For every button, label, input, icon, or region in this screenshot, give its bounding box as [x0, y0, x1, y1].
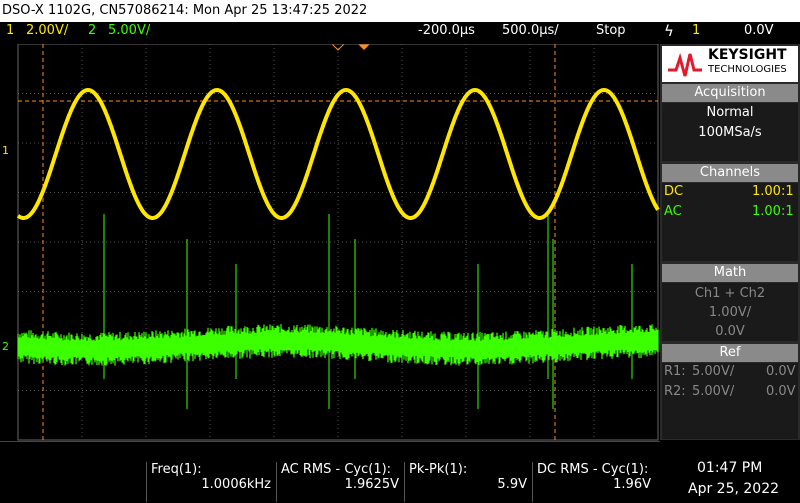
ref-offset: 0.0V: [766, 364, 796, 379]
ch1-num[interactable]: 1: [6, 23, 15, 38]
meas-cell[interactable]: DC RMS - Cyc(1): 1.96V: [532, 462, 655, 502]
math-scale: 1.00V/: [708, 305, 752, 320]
meas-value: 1.96V: [613, 477, 651, 492]
meas-label: DC RMS - Cyc(1):: [537, 462, 649, 477]
ch-probe: 1.00:1: [752, 204, 794, 219]
meas-value: 5.9V: [497, 477, 527, 492]
clock-date: Apr 25, 2022: [688, 481, 780, 497]
graticule: 12: [0, 44, 660, 442]
ref-name: R2:: [664, 384, 686, 399]
panel-title[interactable]: Math: [662, 264, 798, 282]
panel: [662, 103, 798, 161]
panel-title[interactable]: Acquisition: [662, 84, 798, 102]
acq-mode: Normal: [706, 105, 754, 120]
ch-probe: 1.00:1: [752, 184, 794, 199]
meas-label: Pk-Pk(1):: [409, 462, 468, 477]
ref-scale: 5.00V/: [692, 364, 735, 379]
ch-coupling: DC: [664, 184, 684, 199]
screen-border: [17, 44, 659, 441]
trigger-icon: ϟ: [664, 22, 674, 40]
ref-offset: 0.0V: [766, 384, 796, 399]
ch2-num[interactable]: 2: [88, 23, 97, 38]
ch2-marker: 2: [2, 340, 9, 353]
acq-rate: 100MSa/s: [698, 125, 762, 140]
panel: [662, 183, 798, 261]
math-function: Ch1 + Ch2: [694, 286, 766, 301]
meas-cell[interactable]: Pk-Pk(1): 5.9V: [404, 462, 531, 502]
clock-time: 01:47 PM: [697, 460, 763, 476]
meas-cell[interactable]: AC RMS - Cyc(1): 1.9625V: [276, 462, 403, 502]
measurement-bar: [0, 441, 660, 503]
logo-mark: [668, 52, 702, 77]
panel-title[interactable]: Channels: [662, 164, 798, 182]
panel-title[interactable]: Ref: [662, 344, 798, 362]
panel: [662, 363, 798, 439]
panel: [662, 283, 798, 341]
trigger-source[interactable]: 1: [692, 23, 701, 38]
meas-value: 1.0006kHz: [201, 477, 271, 492]
brand-sub: TECHNOLOGIES: [708, 64, 787, 75]
trigger-marker: [331, 44, 345, 51]
run-state[interactable]: Stop: [596, 23, 626, 38]
ch1-trace: [16, 87, 660, 220]
ch2-scale[interactable]: 5.00V/: [108, 23, 151, 38]
meas-label: AC RMS - Cyc(1):: [281, 462, 392, 477]
ref-name: R1:: [664, 364, 686, 379]
meas-label: Freq(1):: [151, 462, 202, 477]
ch1-marker: 1: [2, 144, 9, 157]
math-offset: 0.0V: [715, 324, 745, 339]
ch2-trace: [17, 324, 659, 366]
title-bar: DSO-X 1102G, CN57086214: Mon Apr 25 13:4…: [0, 0, 800, 22]
ch1-scale[interactable]: 2.00V/: [26, 23, 69, 38]
screen-bg: [0, 44, 660, 442]
delay-marker: [358, 44, 370, 50]
timebase[interactable]: 500.0µs/: [502, 23, 559, 38]
delay[interactable]: -200.0µs: [418, 23, 475, 38]
brand-name: KEYSIGHT: [708, 47, 787, 63]
meas-cell[interactable]: Freq(1): 1.0006kHz: [146, 462, 275, 502]
trigger-level[interactable]: 0.0V: [744, 23, 774, 38]
ref-scale: 5.00V/: [692, 384, 735, 399]
meas-value: 1.9625V: [344, 477, 399, 492]
ch-coupling: AC: [664, 204, 682, 219]
